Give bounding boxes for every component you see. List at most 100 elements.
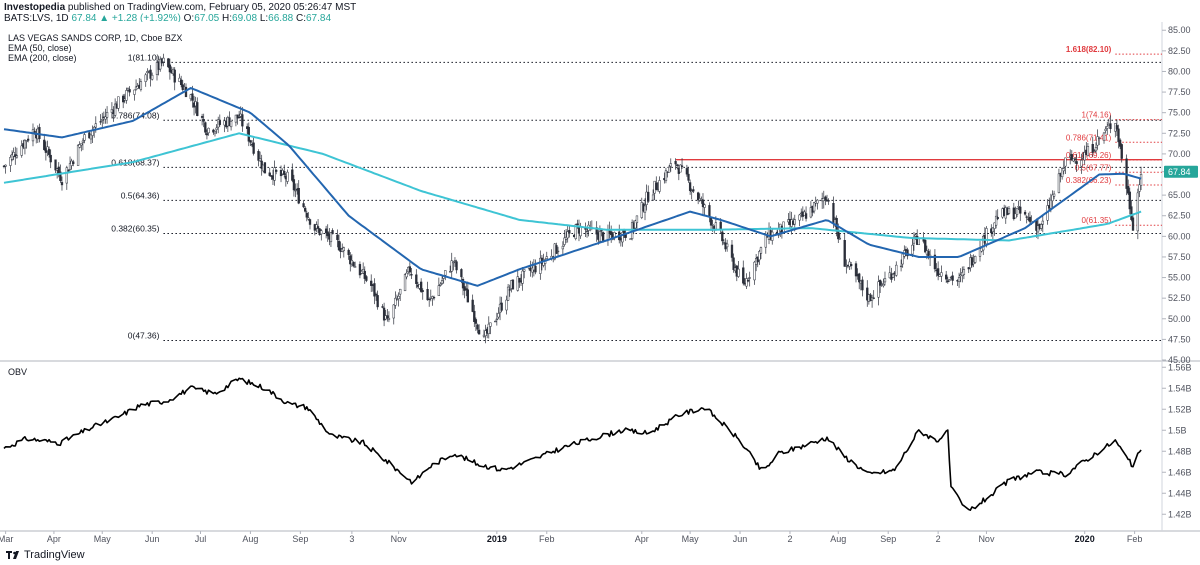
candle (408, 262, 412, 277)
candle (471, 294, 474, 313)
candle-body (1118, 139, 1122, 147)
candle-body (880, 283, 883, 285)
candle (349, 252, 352, 272)
candle-body (629, 238, 632, 240)
candle (331, 228, 334, 235)
published-text: published on TradingView.com, February 0… (67, 2, 357, 13)
candle-body (1040, 224, 1043, 229)
candle (687, 166, 690, 183)
candle (376, 290, 379, 310)
open-value: 67.05 (194, 13, 220, 24)
price-tick-label: 47.50 (1168, 334, 1191, 344)
candle (685, 164, 689, 177)
candle (23, 138, 27, 155)
candle-body (1062, 168, 1065, 172)
candle-body (1083, 152, 1086, 161)
candle (701, 193, 705, 215)
candle (985, 226, 988, 248)
candle-body (403, 274, 407, 292)
tradingview-footer[interactable]: TradingView (6, 549, 85, 561)
ema50-line (3, 87, 1142, 287)
candle (924, 238, 927, 253)
candle (563, 229, 566, 247)
time-tick-label: Apr (635, 534, 649, 544)
candle-body (72, 161, 75, 165)
candle (495, 312, 498, 326)
candle-body (827, 200, 830, 202)
candle (962, 266, 966, 280)
candle-body (843, 240, 846, 267)
candle-body (408, 266, 412, 273)
candle (1109, 115, 1112, 134)
candle (680, 158, 684, 170)
candle-body (324, 228, 328, 234)
price-tick-label: 75.00 (1168, 108, 1191, 118)
candle (387, 311, 391, 323)
candle-body (81, 140, 85, 143)
candle-body (1019, 206, 1022, 214)
candle (497, 307, 500, 320)
time-tick-label: May (682, 534, 700, 544)
candle-body (283, 171, 286, 175)
candle (473, 304, 476, 327)
time-tick-label: 2 (936, 534, 941, 544)
candle-body (247, 126, 250, 142)
candle (405, 269, 408, 280)
candle-body (946, 280, 949, 283)
candle-body (1014, 213, 1017, 219)
symbol-label: BATS:LVS, 1D (4, 13, 69, 24)
candle-body (1064, 157, 1067, 167)
candle (421, 288, 424, 300)
candle-body (392, 304, 395, 319)
candle-body (500, 302, 503, 311)
candle (692, 186, 695, 194)
candle (437, 277, 441, 296)
candle (144, 72, 147, 87)
candle (679, 164, 682, 173)
candle (47, 146, 51, 158)
candle (365, 275, 368, 283)
candle-body (1080, 160, 1083, 167)
candle-body (563, 237, 566, 245)
candle-body (1106, 126, 1109, 129)
candle (67, 169, 70, 172)
candle-body (725, 243, 729, 248)
candle-body (994, 215, 998, 226)
candle-body (405, 272, 408, 278)
candle (804, 206, 808, 222)
candle-body (263, 162, 267, 174)
candle (506, 284, 510, 301)
candle-body (473, 310, 476, 323)
candle-body (758, 251, 761, 261)
candle-body (664, 170, 668, 182)
candle (1104, 126, 1107, 134)
candle-body (870, 297, 874, 301)
candle-body (1120, 144, 1123, 159)
low-label: L: (259, 13, 269, 24)
candle (1131, 213, 1135, 231)
candle (305, 210, 308, 222)
close-value: 67.84 (305, 13, 332, 24)
time-tick-label: Nov (978, 534, 995, 544)
time-tick-label: Feb (539, 534, 555, 544)
candle (358, 261, 362, 279)
candle (489, 322, 492, 335)
candle-body (78, 144, 81, 148)
candle (241, 107, 244, 132)
candle-body (349, 255, 352, 265)
fib-ext-label: 1(74.16) (1081, 111, 1111, 120)
candle-body (1060, 168, 1064, 178)
candle (139, 78, 143, 92)
candle-body (882, 284, 885, 287)
candle-body (895, 264, 898, 276)
candle (452, 261, 455, 271)
candle (89, 134, 93, 144)
candle-body (450, 260, 453, 272)
candle-body (1130, 206, 1133, 220)
candle (133, 89, 136, 101)
candle-body (991, 227, 995, 233)
candle-body (745, 278, 748, 287)
candle (1019, 200, 1022, 221)
candle (1072, 158, 1075, 163)
